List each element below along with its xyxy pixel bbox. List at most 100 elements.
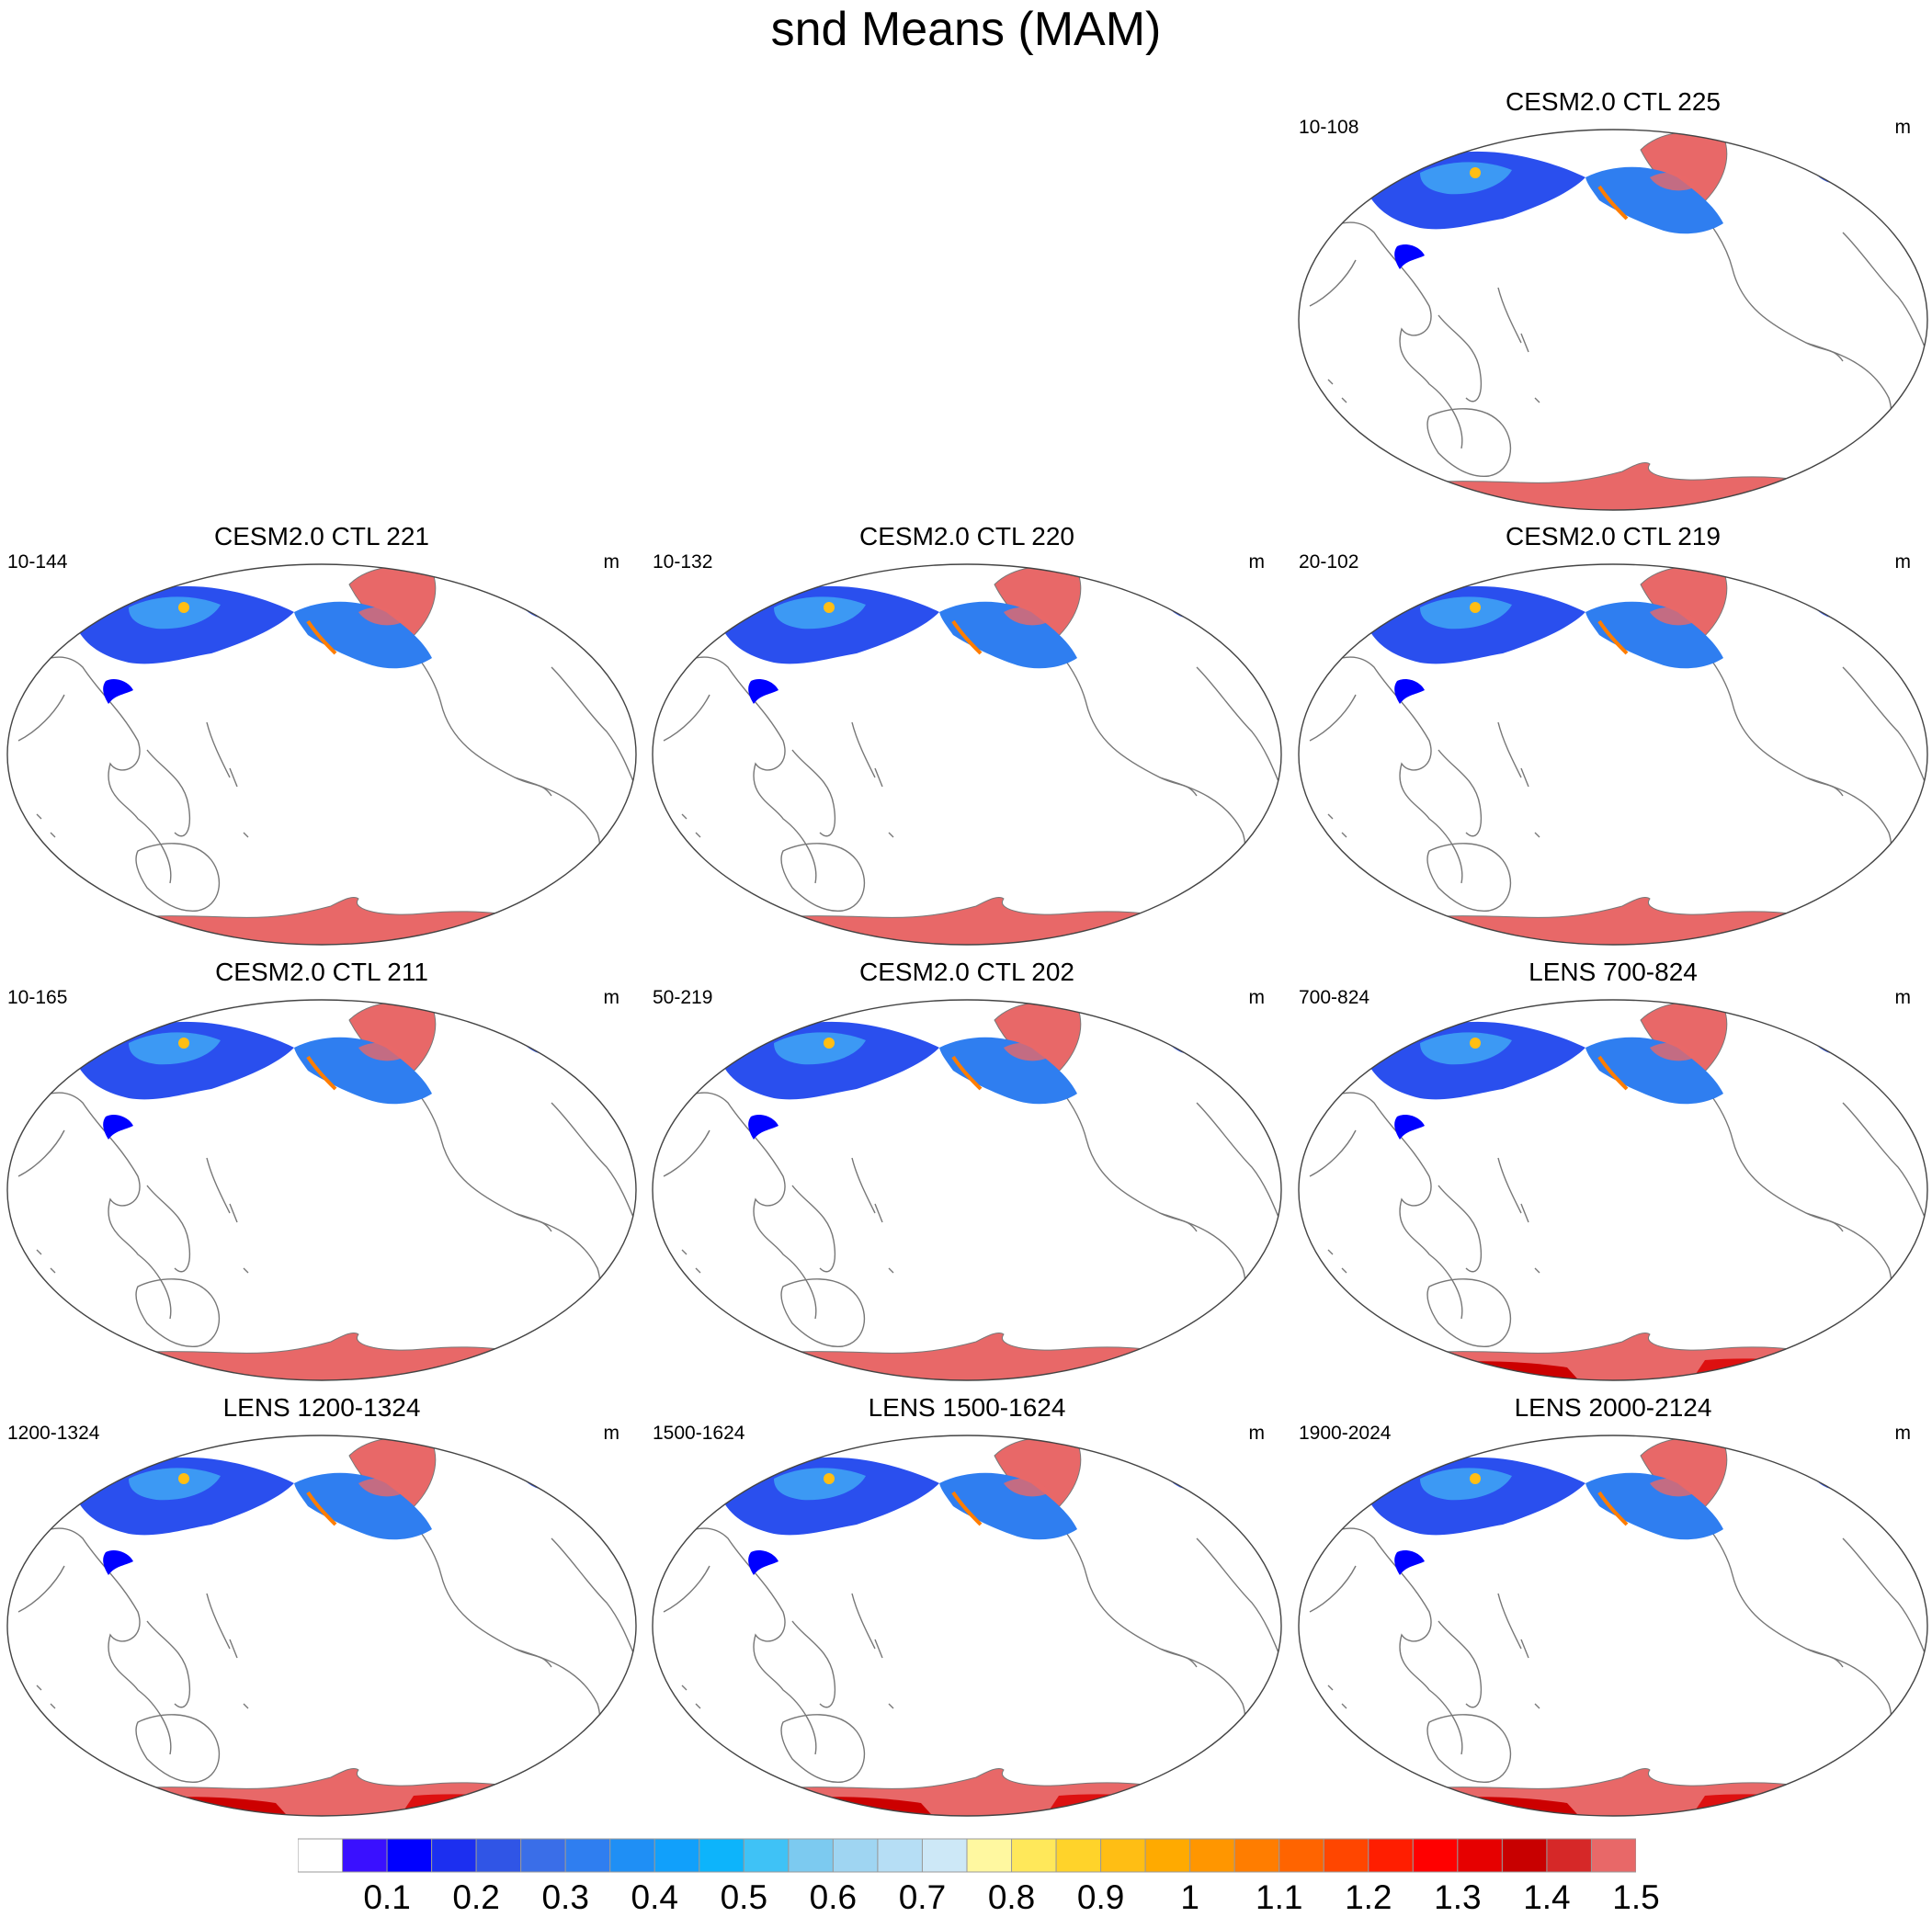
rockies-snow (1597, 1491, 1629, 1526)
eurasia-snow-mid (1420, 1468, 1512, 1501)
antarctica-deep-snow-east (1040, 1794, 1197, 1816)
colorbar-tick-label: 1.1 (1256, 1878, 1303, 1916)
map-panel: CESM2.0 CTL 220 10-132 m (645, 522, 1289, 954)
map-border (652, 563, 1282, 946)
antarctica-deep-snow-east (1687, 1794, 1843, 1816)
panel-unit: m (603, 551, 620, 573)
colorbar-swatch (1368, 1838, 1414, 1873)
colorbar-swatch (1144, 1838, 1191, 1873)
colorbar-tick-label: 1.2 (1345, 1878, 1392, 1916)
colorbar-tick-label: 0.8 (987, 1878, 1036, 1916)
tibet-snow (1394, 679, 1425, 704)
coastlines (1309, 1482, 1927, 1816)
eurasia-snow-peak (824, 1038, 835, 1049)
panel-year-range: 1500-1624 (653, 1423, 745, 1444)
colorbar-swatch (1501, 1838, 1548, 1873)
tibet-snow (103, 1115, 133, 1140)
colorbar-swatch (1457, 1838, 1503, 1873)
north-america-snow (1585, 166, 1723, 234)
panel-year-range: 20-102 (1299, 551, 1359, 573)
rockies-snow (951, 1491, 983, 1526)
panel-title: CESM2.0 CTL 225 (1506, 87, 1721, 116)
panel-year-range: 1900-2024 (1299, 1423, 1392, 1444)
north-america-snow (294, 1472, 432, 1540)
map-panel: LENS 700-824 700-824 m (1291, 958, 1932, 1390)
panel-year-range: 10-144 (7, 551, 68, 573)
map-panel: LENS 1500-1624 1500-1624 m (645, 1393, 1289, 1825)
colorbar-tick-label: 0.7 (898, 1878, 947, 1916)
colorbar-swatch (743, 1838, 790, 1873)
panel-year-range: 700-824 (1299, 987, 1370, 1008)
arctic-islands-snow (1650, 1478, 1696, 1497)
map-border (1298, 563, 1928, 946)
colorbar-tick-label: 1 (1180, 1878, 1199, 1916)
map-panel: LENS 2000-2124 1900-2024 m (1291, 1393, 1932, 1825)
world-map (1298, 129, 1928, 511)
eurasia-snow-peak (824, 1473, 835, 1484)
eurasia-snow-peak (1470, 1473, 1481, 1484)
colorbar-swatch (609, 1838, 655, 1873)
tibet-snow (1394, 1115, 1425, 1140)
world-map (6, 563, 637, 946)
panel-title: CESM2.0 CTL 219 (1506, 522, 1721, 550)
north-america-snow (939, 601, 1077, 669)
colorbar-swatch (1412, 1838, 1459, 1873)
arctic-islands-snow (358, 1042, 404, 1061)
map-border (652, 1435, 1282, 1817)
world-map (652, 563, 1282, 946)
colorbar-tick-label: 0.9 (1076, 1878, 1125, 1916)
eurasia-snow-mid (774, 596, 866, 630)
colorbar-tick-label: 0.3 (541, 1878, 589, 1916)
arctic-islands-snow (1650, 607, 1696, 626)
map-border (1298, 129, 1928, 511)
colorbar-swatch (1546, 1838, 1592, 1873)
north-america-snow (1585, 1472, 1723, 1540)
eurasia-snow-mid (774, 1468, 866, 1501)
panel-year-range: 10-165 (7, 987, 68, 1008)
colorbar-tick-label: 1.4 (1523, 1878, 1571, 1916)
eurasia-snow-peak (178, 1038, 189, 1049)
colorbar-swatch (788, 1838, 834, 1873)
north-america-snow (1585, 1037, 1723, 1105)
panel-year-range: 50-219 (653, 987, 713, 1008)
panel-unit: m (1894, 551, 1912, 573)
map-panel: CESM2.0 CTL 221 10-144 m (0, 522, 643, 954)
map-border (6, 999, 637, 1381)
eurasia-snow-peak (1470, 167, 1481, 178)
eurasia-snow-peak (178, 1473, 189, 1484)
world-map (1298, 999, 1928, 1381)
north-america-snow (939, 1037, 1077, 1105)
colorbar-swatch (298, 1838, 344, 1873)
colorbar-swatch (1233, 1838, 1280, 1873)
tibet-snow (1394, 1550, 1425, 1575)
colorbar-swatch (1055, 1838, 1102, 1873)
colorbar-swatch (431, 1838, 477, 1873)
tibet-snow (103, 679, 133, 704)
eurasia-snow-peak (178, 602, 189, 613)
arctic-islands-snow (1650, 172, 1696, 191)
eurasia-snow-mid (129, 1468, 221, 1501)
arctic-islands-snow (358, 1478, 404, 1497)
rockies-snow (306, 1491, 337, 1526)
panel-unit: m (1894, 1423, 1912, 1444)
eurasia-snow-mid (1420, 162, 1512, 195)
rockies-snow (1597, 619, 1629, 655)
panel-title: CESM2.0 CTL 221 (214, 522, 429, 550)
colorbar-tick-label: 0.2 (452, 1878, 500, 1916)
north-america-snow (939, 1472, 1077, 1540)
colorbar-swatch (1011, 1838, 1057, 1873)
map-panel: CESM2.0 CTL 225 10-108 m (1291, 87, 1932, 519)
world-map (6, 1435, 637, 1817)
north-america-snow (294, 601, 432, 669)
panel-unit: m (1894, 117, 1912, 138)
arctic-islands-snow (1004, 1478, 1050, 1497)
colorbar-swatch (520, 1838, 566, 1873)
arctic-islands-snow (358, 607, 404, 626)
world-map (1298, 563, 1928, 946)
antarctica-deep-snow-east (1687, 1358, 1843, 1380)
panel-title: LENS 700-824 (1529, 958, 1698, 986)
eurasia-snow-mid (129, 596, 221, 630)
colorbar-swatch (564, 1838, 611, 1873)
map-border (6, 1435, 637, 1817)
panel-unit: m (603, 1423, 620, 1444)
